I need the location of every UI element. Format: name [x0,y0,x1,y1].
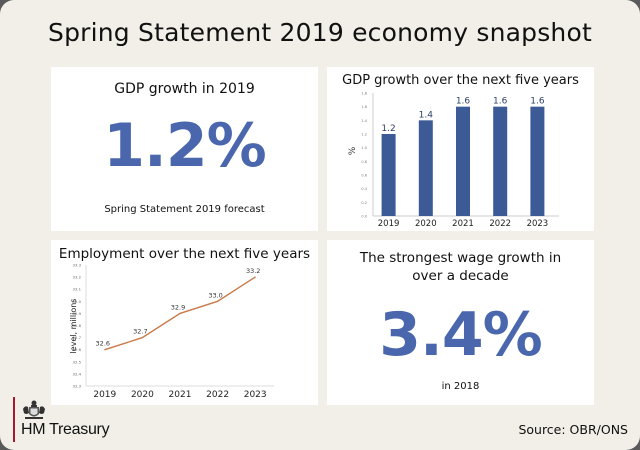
gdp-y-tick-label: 0.0 [361,215,367,219]
wage-growth-value: 3.4% [379,300,542,370]
gdp-bar-data-label: 1.4 [419,110,434,120]
employment-y-tick-label: 32.6 [73,347,82,352]
gdp-bar [456,106,470,216]
gdp-bar-data-label: 1.6 [493,97,508,107]
employment-data-label: 32.6 [96,340,110,348]
gdp-bar-chart: % 0.0 0.2 0.4 0.6 0.8 1.0 1.2 1.4 1.6 1.8 1.2 2019… [348,92,559,229]
gdp-x-tick-label: 2022 [489,219,511,229]
gdp-bar-data-label: 1.2 [381,124,395,134]
gdp-y-tick-label: 0.6 [361,174,367,178]
employment-data-label: 33.2 [246,267,260,275]
gdp-bar [530,106,545,216]
gdp-y-tick-label: 0.4 [361,187,367,191]
brand-red-rule [13,397,15,442]
employment-y-axis-label: level, millions [69,299,78,354]
gdp-2019-caption: Spring Statement 2019 forecast [104,204,265,215]
employment-y-tick-label: 33.2 [73,275,82,280]
gdp-2019-panel: GDP growth in 2019 1.2% Spring Statement… [51,67,318,231]
employment-y-tick-label: 32.7 [73,335,82,340]
employment-x-tick-label: 2022 [206,390,229,400]
employment-y-tick-label: 33.1 [73,287,82,292]
wage-heading-line-1: The strongest wage growth in [359,250,562,266]
gdp-x-tick-label: 2019 [378,219,400,229]
gdp-chart-title: GDP growth over the next five years [342,73,579,88]
gdp-x-tick-label: 2020 [415,219,437,229]
employment-x-tick-label: 2023 [244,390,267,400]
employment-y-tick-label: 33.3 [73,263,82,268]
employment-line: 32.6 2019 32.7 2020 32.9 2021 33.0 2022 33.2 2023 [93,267,266,400]
wage-growth-panel: The strongest wage growth in over a deca… [327,240,594,405]
employment-data-point [179,312,181,314]
gdp-bars: 1.2 2019 1.4 2020 1.6 2021 1.6 2022 1.6 2023 [378,97,548,229]
gdp-bar-data-label: 1.6 [530,97,545,107]
employment-y-tick-label: 32.8 [73,323,82,328]
source-note: Source: OBR/ONS [518,422,628,437]
gdp-forecast-panel: GDP growth over the next five years % 0.… [327,67,594,231]
gdp-y-tick-label: 1.4 [361,119,367,123]
employment-x-tick-label: 2021 [169,390,192,400]
brand-name: HM Treasury [21,421,110,438]
employment-line-chart: level, millions 32.3 32.4 32.5 32.6 32.7 32.8… [69,263,274,400]
wage-heading-line-2: over a decade [412,268,509,284]
gdp-bar [493,106,508,216]
employment-y-tick-label: 32.3 [73,384,82,389]
employment-data-point [141,337,143,339]
employment-x-tick-label: 2019 [93,390,116,400]
employment-data-label: 32.7 [133,328,147,336]
employment-axes: 32.3 32.4 32.5 32.6 32.7 32.8 32.9 33.0 33.1 33.2… [73,263,274,389]
gdp-y-tick-label: 1.6 [361,105,367,109]
royal-crest-icon [23,400,45,419]
gdp-bar [381,134,396,216]
gdp-y-tick-label: 1.2 [361,133,367,137]
gdp-y-tick-label: 1.8 [361,92,367,96]
gdp-bar [418,120,433,216]
employment-y-tick-label: 33.0 [73,299,82,304]
gdp-y-axis-label: % [348,146,358,155]
gdp-y-tick-label: 0.2 [361,201,367,205]
employment-data-point [254,276,256,278]
employment-y-tick-label: 32.9 [73,311,82,316]
gdp-2019-value: 1.2% [103,111,266,181]
gdp-x-tick-label: 2023 [527,219,549,229]
gdp-y-tick-label: 1.0 [361,146,367,150]
page-title: Spring Statement 2019 economy snapshot [48,18,592,47]
employment-data-label: 33.0 [208,291,222,299]
employment-data-label: 32.9 [171,303,185,311]
gdp-2019-heading: GDP growth in 2019 [114,81,255,97]
employment-data-point [104,349,106,351]
employment-chart-title: Employment over the next five years [58,246,311,262]
employment-y-tick-label: 32.4 [73,371,82,376]
wage-growth-caption: in 2018 [441,381,480,392]
employment-panel: Employment over the next five years leve… [51,240,318,405]
gdp-y-tick-label: 0.8 [361,160,367,164]
gdp-bar-data-label: 1.6 [456,97,471,107]
wage-growth-heading: The strongest wage growth in over a deca… [327,249,594,285]
employment-data-point [217,300,219,302]
employment-y-tick-label: 32.5 [73,359,82,364]
employment-x-tick-label: 2020 [131,390,154,400]
gdp-x-tick-label: 2021 [452,219,474,229]
